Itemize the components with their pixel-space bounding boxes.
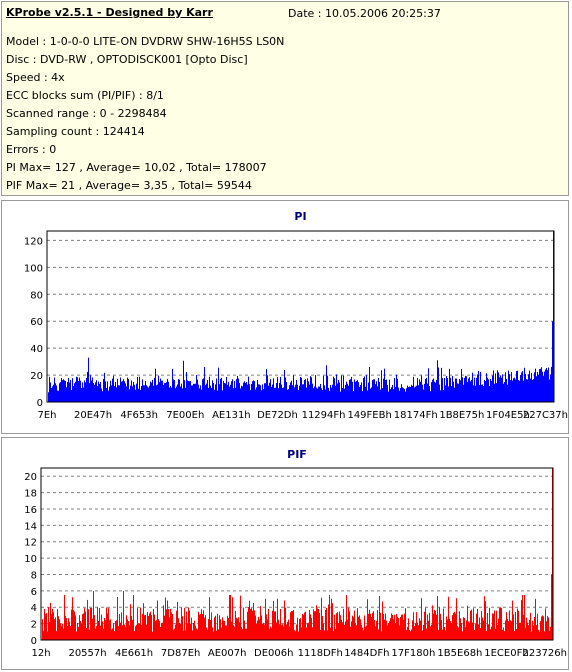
pif-x-tick-label: 7D87Eh (161, 648, 200, 659)
pif-bars (42, 468, 553, 640)
pi-x-tick-label: 1B8E75h (439, 410, 484, 421)
info-lines: Model : 1-0-0-0 LITE-ON DVDRW SHW-16H5S … (6, 33, 284, 195)
app-title: KProbe v2.5.1 - Designed by Karr (6, 6, 213, 19)
sampling-line: Sampling count : 124414 (6, 125, 145, 138)
pi-y-tick-label: 60 (30, 317, 43, 328)
pi-x-tick-label: 4F653h (120, 410, 158, 421)
pif-y-tick-label: 16 (24, 505, 37, 516)
pif-y-tick-label: 18 (24, 489, 37, 500)
ecc-line: ECC blocks sum (PI/PIF) : 8/1 (6, 89, 164, 102)
pif-x-tick-label: 4E661h (115, 648, 153, 659)
pi-chart-title: PI (294, 210, 306, 223)
pi-plot-frame (46, 230, 555, 403)
pi-chart: PI 0 20 40 60 80 100 120 7Eh 20E47h 4F653h 7E00Eh AE… (24, 210, 568, 421)
speed-line: Speed : 4x (6, 71, 65, 84)
pif-plot-frame (40, 467, 554, 641)
pi-x-tick-label: 149FEBh (347, 410, 391, 421)
disc-line: Disc : DVD-RW , OPTODISCK001 [Opto Disc] (6, 53, 248, 66)
pif-x-tick-label: 1484DFh (344, 648, 389, 659)
pi-y-tick-label: 40 (30, 344, 43, 355)
pi-x-tick-label: 7Eh (37, 410, 56, 421)
pif-y-tick-label: 4 (31, 603, 37, 614)
pif-x-tick-label: 12h (31, 648, 50, 659)
pif-x-tick-label: DE006h (254, 648, 293, 659)
pif-summary-line: PIF Max= 21 , Average= 3,35 , Total= 595… (6, 179, 252, 192)
pif-y-tick-label: 8 (31, 570, 37, 581)
pi-x-tick-label: DE72Dh (257, 410, 298, 421)
pi-x-tick-label: 20E47h (74, 410, 112, 421)
pif-x-tick-label: 20557h (68, 648, 106, 659)
range-line: Scanned range : 0 - 2298484 (6, 107, 167, 120)
model-line: Model : 1-0-0-0 LITE-ON DVDRW SHW-16H5S … (6, 35, 285, 48)
errors-line: Errors : 0 (6, 143, 57, 156)
pif-x-tick-label: AE007h (208, 648, 247, 659)
pif-chart-title: PIF (287, 448, 307, 461)
pif-y-tick-label: 0 (31, 636, 37, 647)
pif-x-tick-label: 1B5E68h (437, 648, 482, 659)
scan-date: Date : 10.05.2006 20:25:37 (288, 7, 441, 20)
pi-x-tick-label: AE131h (212, 410, 251, 421)
pif-x-tick-label: 1118DFh (298, 648, 343, 659)
pi-summary-line: PI Max= 127 , Average= 10,02 , Total= 17… (6, 161, 267, 174)
pi-x-tick-label: 11294Fh (302, 410, 346, 421)
pif-x-tick-label: 17F180h (391, 648, 435, 659)
pif-y-tick-label: 12 (24, 538, 37, 549)
pif-x-tick-label: 1ECE0Fh (484, 648, 528, 659)
pi-bars (48, 231, 554, 402)
pi-y-tick-label: 20 (30, 371, 43, 382)
pi-chart-panel: PI 0 20 40 60 80 100 120 7Eh 20E47h 4F653h 7E00Eh AE… (1, 200, 569, 434)
pif-y-tick-label: 14 (24, 521, 37, 532)
pi-y-tick-label: 80 (30, 290, 43, 301)
pi-x-tick-label: 1F04E5h (486, 410, 530, 421)
pif-chart: PIF 0 2 4 6 8 10 12 14 16 18 20 12h 20557h 4E661h 7D87E… (24, 448, 567, 659)
pif-y-tick-label: 10 (24, 554, 37, 565)
pif-chart-panel: PIF 0 2 4 6 8 10 12 14 16 18 20 12h 20557h 4E661h 7D87E… (1, 437, 569, 670)
pif-x-tick-label: 223726h (522, 648, 567, 659)
pi-x-tick-label: 7E00Eh (166, 410, 204, 421)
pi-x-tick-label: 227C37h (523, 410, 568, 421)
pi-y-tick-label: 0 (37, 398, 43, 409)
pif-y-tick-label: 2 (31, 620, 37, 631)
pif-y-tick-label: 20 (24, 472, 37, 483)
pif-y-tick-label: 6 (31, 587, 37, 598)
pi-y-tick-label: 120 (24, 236, 43, 247)
pi-x-tick-label: 18174Fh (394, 410, 438, 421)
disc-info-panel: KProbe v2.5.1 - Designed by Karr Date : … (1, 1, 569, 196)
pi-y-tick-label: 100 (24, 263, 43, 274)
pi-plot-area (46, 230, 555, 403)
